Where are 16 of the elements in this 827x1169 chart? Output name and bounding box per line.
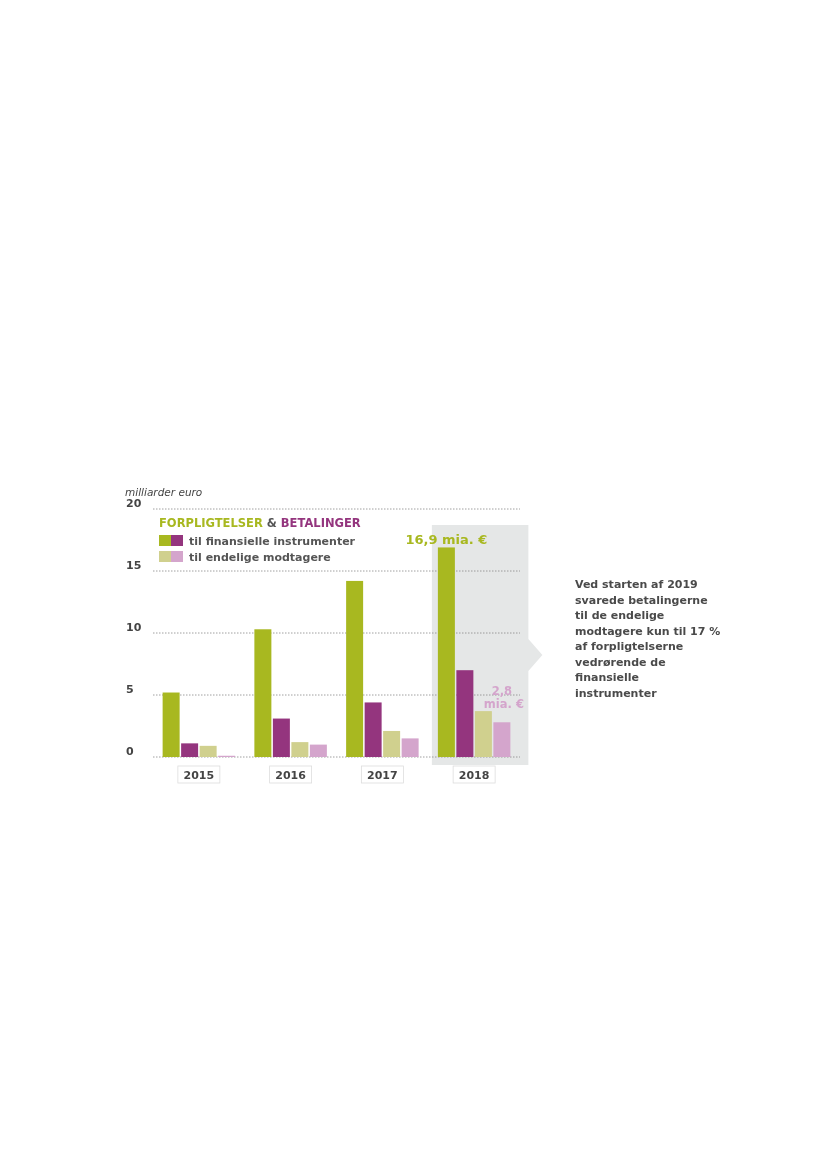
text: Ved starten af 2019 svarede betalingerne til de endelige modtagere kun til 17 % af forpligtelserne vedrørende de finansielle instrumenter: [575, 578, 721, 700]
y-tick-label: 0: [126, 745, 134, 758]
y-tick-label: 5: [126, 683, 134, 696]
data-label: 16,9 mia. €: [405, 532, 488, 548]
y-tick-label: 10: [126, 621, 142, 634]
legend-label: til finansielle instrumenter: [189, 534, 356, 548]
y-tick-label: 20: [126, 497, 142, 510]
legend-title: FORPLIGTELSER & BETALINGER: [159, 516, 361, 530]
x-tick-label: 2016: [275, 769, 307, 782]
data-label: 2,8 mia. €: [479, 684, 524, 712]
x-tick-label: 2017: [367, 769, 398, 782]
x-tick-label: 2018: [458, 769, 490, 782]
y-axis-title: milliarder euro: [125, 486, 203, 498]
x-tick-label: 2015: [183, 769, 215, 782]
legend-label: til endelige modtagere: [189, 550, 331, 564]
y-tick-label: 15: [126, 559, 142, 572]
